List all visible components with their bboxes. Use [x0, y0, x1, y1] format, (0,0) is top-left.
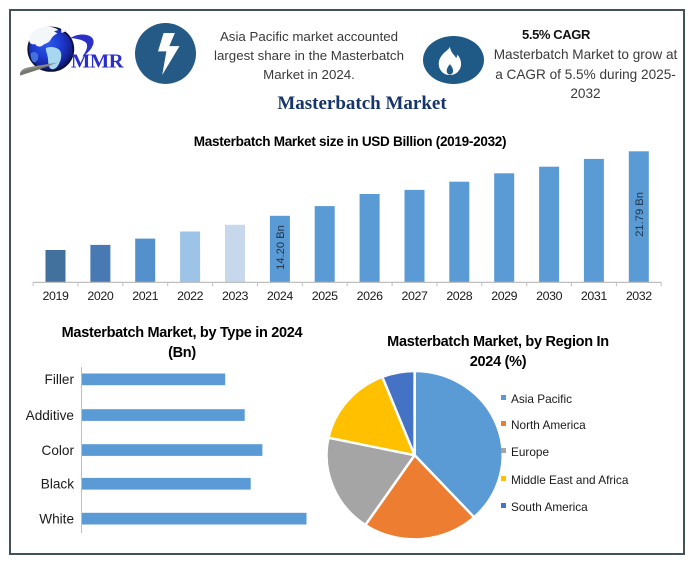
- svg-text:2032: 2032: [626, 289, 652, 303]
- svg-text:14.20 Bn: 14.20 Bn: [275, 225, 287, 270]
- svg-text:2020: 2020: [87, 289, 113, 303]
- svg-text:White: White: [39, 511, 74, 526]
- svg-text:2029: 2029: [491, 289, 517, 303]
- svg-text:2022: 2022: [177, 289, 203, 303]
- svg-text:2027: 2027: [402, 289, 428, 303]
- svg-text:2023: 2023: [222, 289, 248, 303]
- svg-text:2024: 2024: [267, 289, 293, 303]
- svg-text:2026: 2026: [357, 289, 383, 303]
- svg-text:Color: Color: [42, 443, 75, 458]
- svg-text:2021: 2021: [132, 289, 158, 303]
- svg-text:Filler: Filler: [45, 372, 75, 387]
- svg-text:2031: 2031: [581, 289, 607, 303]
- svg-text:Additive: Additive: [26, 408, 74, 423]
- svg-text:21.79 Bn: 21.79 Bn: [634, 192, 646, 237]
- svg-text:2030: 2030: [536, 289, 562, 303]
- svg-text:2028: 2028: [446, 289, 472, 303]
- svg-text:2025: 2025: [312, 289, 338, 303]
- svg-text:2019: 2019: [43, 289, 69, 303]
- svg-text:MMR: MMR: [71, 51, 124, 73]
- svg-text:Black: Black: [41, 477, 74, 492]
